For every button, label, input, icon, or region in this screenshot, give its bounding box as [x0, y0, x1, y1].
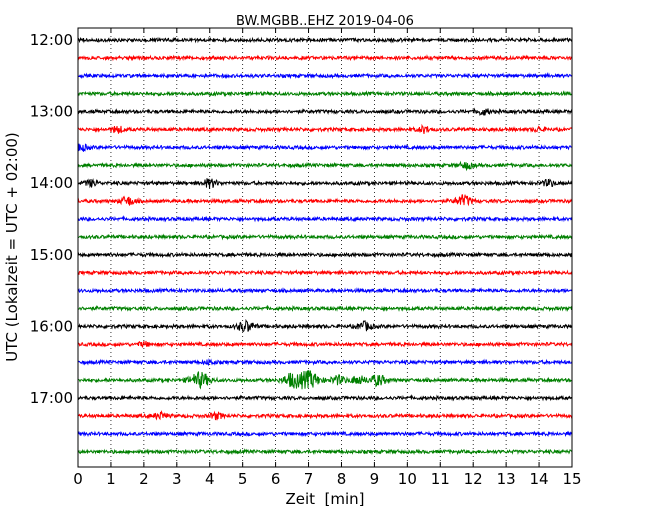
y-axis-ticks: 12:00 13:00 14:00 15:00 16:00 17:00: [30, 31, 572, 407]
trace-row: [77, 409, 573, 421]
trace-row: [77, 123, 573, 135]
trace-row: [77, 251, 573, 259]
x-tick-label: 12: [464, 470, 483, 488]
x-tick-label: 13: [497, 470, 516, 488]
x-tick-label: 3: [172, 470, 182, 488]
trace-row: [77, 448, 573, 456]
trace-row: [77, 358, 573, 366]
trace-row: [77, 90, 573, 98]
trace-row: [77, 54, 573, 62]
x-tick-label: 7: [304, 470, 314, 488]
trace-row: [77, 107, 573, 116]
trace-row: [77, 304, 573, 312]
trace-row: [77, 143, 573, 152]
trace-row: [77, 72, 573, 80]
x-tick-label: 0: [73, 470, 83, 488]
x-tick-label: 5: [238, 470, 248, 488]
plot-frame: [77, 27, 573, 468]
trace-row: [77, 36, 573, 44]
traces: [77, 36, 573, 456]
x-tick-label: 8: [337, 470, 347, 488]
trace-row: [77, 160, 573, 172]
x-tick-label: 14: [530, 470, 549, 488]
x-tick-label: 15: [562, 470, 581, 488]
x-tick-label: 9: [370, 470, 380, 488]
x-tick-label: 10: [398, 470, 417, 488]
trace-row: [77, 318, 573, 333]
trace-row: [77, 340, 573, 348]
trace-row: [77, 194, 573, 207]
y-axis-label: UTC (Lokalzeit = UTC + 02:00): [3, 132, 21, 362]
y-tick-label: 17:00: [30, 389, 73, 407]
trace-row: [77, 178, 573, 189]
trace-row: [77, 233, 573, 241]
x-tick-label: 2: [139, 470, 149, 488]
trace-row: [77, 268, 573, 277]
trace-row: [77, 215, 573, 223]
y-tick-label: 13:00: [30, 103, 73, 121]
trace-row: [77, 394, 573, 402]
trace-row: [77, 370, 573, 390]
y-tick-label: 12:00: [30, 31, 73, 49]
y-tick-label: 16:00: [30, 317, 73, 335]
trace-row: [77, 287, 573, 294]
chart-title: BW.MGBB..EHZ 2019-04-06: [236, 14, 414, 29]
x-tick-label: 11: [431, 470, 450, 488]
y-tick-label: 14:00: [30, 174, 73, 192]
x-axis-ticks: 0 1 2 3 4 5 6 7 8 9 10 11 12 13 14 15: [73, 28, 582, 488]
x-tick-label: 4: [205, 470, 215, 488]
x-tick-label: 1: [106, 470, 116, 488]
x-tick-label: 6: [271, 470, 281, 488]
y-tick-label: 15:00: [30, 246, 73, 264]
trace-row: [77, 430, 573, 438]
x-axis-label: Zeit [min]: [285, 490, 364, 508]
